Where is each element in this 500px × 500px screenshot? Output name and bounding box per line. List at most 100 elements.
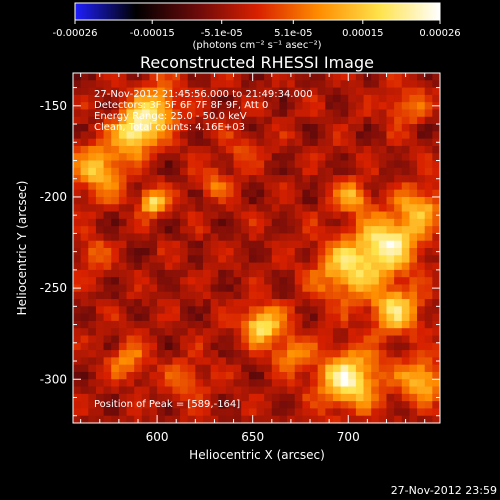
heatmap-cell <box>164 393 173 402</box>
heatmap-cell <box>180 240 189 249</box>
heatmap-cell <box>88 153 97 161</box>
heatmap-cell <box>210 291 219 300</box>
heatmap-cell <box>157 262 166 271</box>
heatmap-cell <box>424 248 433 256</box>
heatmap-cell <box>172 277 181 285</box>
heatmap-cell <box>409 371 418 380</box>
heatmap-cell <box>256 393 265 402</box>
heatmap-cell <box>256 87 265 96</box>
heatmap-cell <box>248 401 257 409</box>
heatmap-cell <box>424 218 433 227</box>
heatmap-cell <box>401 313 410 322</box>
heatmap-cell <box>325 240 334 249</box>
heatmap-cell <box>225 109 234 118</box>
heatmap-cell <box>432 109 441 118</box>
heatmap-cell <box>302 342 311 351</box>
heatmap-cell <box>80 291 89 300</box>
heatmap-cell <box>210 240 219 249</box>
heatmap-cell <box>225 233 234 242</box>
heatmap-cell <box>394 262 403 271</box>
heatmap-cell <box>371 284 380 293</box>
heatmap-cell <box>271 153 280 161</box>
heatmap-cell <box>111 248 120 256</box>
heatmap-cell <box>386 291 395 300</box>
heatmap-cell <box>294 233 303 242</box>
heatmap-cell <box>95 240 104 249</box>
heatmap-cell <box>355 218 364 227</box>
heatmap-cell <box>111 131 120 140</box>
heatmap-cell <box>325 284 334 293</box>
heatmap-cell <box>187 182 196 191</box>
x-tick-label: 650 <box>241 430 264 444</box>
heatmap-cell <box>401 131 410 140</box>
heatmap-cell <box>73 306 82 315</box>
heatmap-cell <box>126 313 135 322</box>
heatmap-cell <box>256 248 265 256</box>
heatmap-cell <box>332 80 342 88</box>
heatmap-cell <box>332 73 342 81</box>
heatmap-cell <box>371 240 380 249</box>
heatmap-cell <box>409 233 418 242</box>
heatmap-cell <box>371 415 380 424</box>
heatmap-cell <box>134 313 143 322</box>
heatmap-cell <box>141 73 150 81</box>
heatmap-cell <box>394 160 403 169</box>
heatmap-cell <box>371 320 380 329</box>
heatmap-cell <box>355 350 364 358</box>
heatmap-cell <box>417 87 426 96</box>
heatmap-cell <box>218 189 227 198</box>
heatmap-cell <box>310 116 319 125</box>
heatmap-cell <box>371 167 380 176</box>
heatmap-cell <box>210 182 219 191</box>
heatmap-cell <box>73 415 82 424</box>
heatmap-cell <box>424 306 433 315</box>
heatmap-cell <box>157 167 166 176</box>
heatmap-cell <box>225 379 234 387</box>
heatmap-cell <box>202 299 212 307</box>
heatmap-cell <box>417 94 426 103</box>
heatmap-cell <box>103 350 112 358</box>
heatmap-cell <box>310 131 319 140</box>
heatmap-cell <box>157 408 166 417</box>
heatmap-cell <box>180 371 189 380</box>
heatmap-cell <box>363 248 372 256</box>
heatmap-cell <box>332 320 342 329</box>
heatmap-cell <box>164 401 173 409</box>
heatmap-cell <box>432 306 441 315</box>
heatmap-cell <box>149 196 158 205</box>
heatmap-cell <box>401 124 410 132</box>
heatmap-cell <box>256 262 265 271</box>
heatmap-cell <box>386 80 395 88</box>
heatmap-cell <box>332 218 342 227</box>
heatmap-cell <box>134 255 143 263</box>
heatmap-cell <box>401 138 410 147</box>
heatmap-cell <box>386 131 395 140</box>
heatmap-cell <box>134 342 143 351</box>
heatmap-cell <box>180 313 189 322</box>
heatmap-cell <box>111 211 120 220</box>
heatmap-cell <box>271 357 280 366</box>
heatmap-cell <box>218 124 227 132</box>
heatmap-cell <box>279 320 288 329</box>
heatmap-cell <box>256 284 265 293</box>
heatmap-cell <box>348 73 357 81</box>
heatmap-cell <box>134 153 143 161</box>
heatmap-cell <box>202 160 212 169</box>
heatmap-cell <box>88 313 97 322</box>
heatmap-cell <box>248 145 257 154</box>
colorbar-unit-label: (photons cm⁻² s⁻¹ asec⁻²) <box>192 40 321 51</box>
heatmap-cell <box>118 175 127 183</box>
heatmap-cell <box>394 393 403 402</box>
heatmap-cell <box>202 379 212 387</box>
heatmap-cell <box>355 328 364 336</box>
heatmap-cell <box>378 204 387 212</box>
heatmap-cell <box>218 335 227 344</box>
heatmap-cell <box>126 277 135 285</box>
heatmap-cell <box>195 386 204 395</box>
heatmap-cell <box>248 379 257 387</box>
colorbar-tick-label: -5.1e-05 <box>201 28 243 39</box>
heatmap-cell <box>180 386 189 395</box>
heatmap-cell <box>371 357 380 366</box>
heatmap-cell <box>95 371 104 380</box>
heatmap-cell <box>401 269 410 278</box>
